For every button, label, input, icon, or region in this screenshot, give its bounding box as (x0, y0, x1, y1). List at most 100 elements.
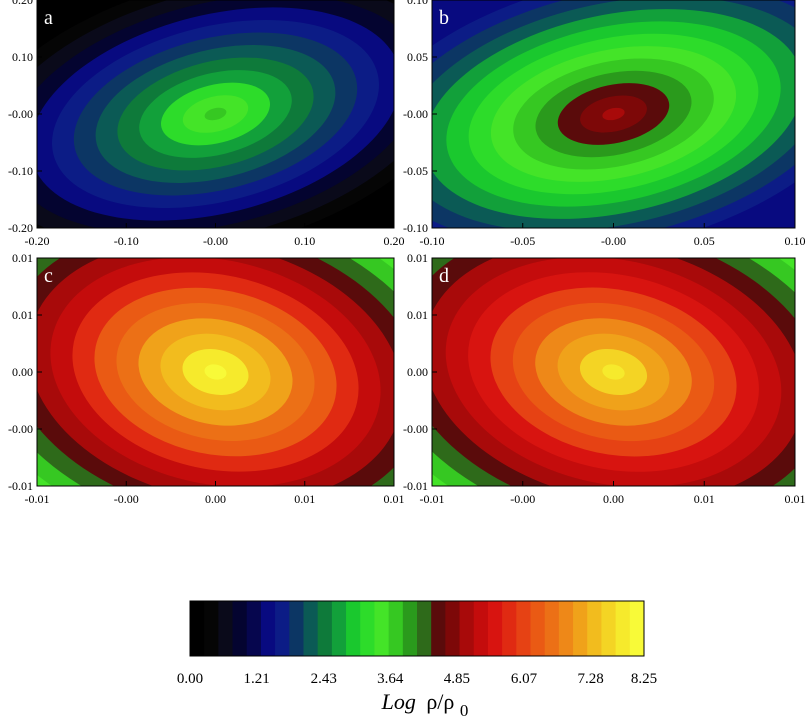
x-tick-label: -0.10 (420, 234, 445, 248)
colorbar-swatch (388, 601, 404, 656)
colorbar-swatch (573, 601, 588, 656)
colorbar-swatch (360, 601, 375, 656)
density-map (432, 0, 795, 228)
y-tick-label: -0.00 (403, 107, 428, 121)
colorbar-swatch (232, 601, 248, 656)
colorbar-label: Log ρ/ρ 0 (381, 689, 469, 720)
colorbar-swatch (190, 601, 205, 656)
panel-c: c -0.01 -0.00 0.00 0.01 0.01 0.01 0.01 0.00 -0.00… (8, 251, 405, 506)
colorbar-swatch (417, 601, 432, 656)
x-tick-label: -0.05 (510, 234, 535, 248)
colorbar-swatch (317, 601, 333, 656)
colorbar-tick-label: 7.28 (577, 671, 603, 687)
colorbar-swatch (558, 601, 574, 656)
x-tick-label: -0.00 (203, 234, 228, 248)
density-map (37, 0, 394, 228)
colorbar-swatch (431, 601, 446, 656)
contour-band (602, 364, 625, 380)
colorbar-tick-label: 4.85 (444, 671, 470, 687)
colorbar-swatch (303, 601, 319, 656)
panels: a -0.20 -0.10 -0.00 0.10 0.20 0.20 0.10 -0.00 -0.… (8, 0, 806, 506)
colorbar-swatch (459, 601, 475, 656)
y-tick-label: -0.20 (8, 221, 33, 235)
colorbar-swatch (587, 601, 602, 656)
colorbar-tick-label: 2.43 (311, 671, 337, 687)
x-tick-label: 0.01 (294, 492, 315, 506)
colorbar-tick-label: 1.21 (243, 671, 269, 687)
x-tick-label: -0.01 (25, 492, 50, 506)
colorbar: 0.00 1.21 2.43 3.64 4.85 6.07 7.28 8.25 (177, 600, 657, 687)
colorbar-tick-label: 0.00 (177, 671, 203, 687)
panel-d: d -0.01 -0.00 0.00 0.01 0.01 0.01 0.01 0.00 -0.00… (403, 251, 806, 506)
y-tick-label: 0.01 (12, 308, 33, 322)
panel-label: d (439, 265, 449, 287)
y-tick-label: -0.00 (403, 422, 428, 436)
colorbar-swatch (275, 601, 290, 656)
colorbar-swatch (402, 601, 418, 656)
y-tick-label: -0.01 (8, 479, 33, 493)
x-tick-label: 0.01 (384, 492, 405, 506)
colorbar-label-rho: ρ/ρ (426, 689, 454, 714)
panel-label: c (44, 265, 53, 287)
x-tick-label: 0.00 (205, 492, 226, 506)
colorbar-frame (189, 600, 645, 657)
contour-band (204, 107, 227, 121)
y-tick-label: -0.01 (403, 479, 428, 493)
colorbar-swatch (289, 601, 304, 656)
colorbar-swatch (544, 601, 560, 656)
x-tick-label: 0.10 (294, 234, 315, 248)
y-tick-label: 0.01 (12, 251, 33, 265)
x-tick-label: -0.00 (601, 234, 626, 248)
x-tick-label: -0.20 (25, 234, 50, 248)
y-tick-label: 0.20 (12, 0, 33, 7)
density-map (432, 258, 795, 486)
colorbar-swatch (204, 601, 219, 656)
y-tick-label: -0.05 (403, 164, 428, 178)
colorbar-swatch (246, 601, 262, 656)
colorbar-swatch (218, 601, 234, 656)
colorbar-label-sub: 0 (460, 701, 469, 720)
density-map (37, 258, 394, 486)
x-tick-label: 0.01 (694, 492, 715, 506)
colorbar-label-log: Log (381, 689, 416, 714)
x-tick-label: 0.01 (785, 492, 806, 506)
panel-label: b (439, 7, 449, 29)
y-tick-label: -0.00 (8, 422, 33, 436)
y-tick-label: 0.01 (407, 308, 428, 322)
x-tick-label: -0.01 (420, 492, 445, 506)
y-tick-label: -0.10 (403, 221, 428, 235)
panel-a: a -0.20 -0.10 -0.00 0.10 0.20 0.20 0.10 -0.00 -0.… (8, 0, 405, 248)
x-tick-label: 0.10 (785, 234, 806, 248)
contour-band (204, 364, 227, 380)
x-tick-label: 0.00 (603, 492, 624, 506)
x-tick-label: -0.10 (114, 234, 139, 248)
colorbar-swatch (346, 601, 361, 656)
colorbar-swatch (445, 601, 461, 656)
colorbar-swatch (374, 601, 390, 656)
x-tick-label: -0.00 (114, 492, 139, 506)
panel-b: b -0.10 -0.05 -0.00 0.05 0.10 0.10 0.05 -0.00 -0.… (403, 0, 806, 248)
colorbar-tick-label: 6.07 (511, 671, 538, 687)
y-tick-label: -0.10 (8, 164, 33, 178)
y-tick-label: 0.10 (407, 0, 428, 7)
colorbar-swatch (260, 601, 276, 656)
colorbar-swatch (601, 601, 617, 656)
panel-label: a (44, 7, 53, 29)
x-tick-label: 0.05 (694, 234, 715, 248)
y-tick-label: 0.10 (12, 50, 33, 64)
colorbar-swatch (473, 601, 489, 656)
colorbar-tick-label: 8.25 (631, 671, 657, 687)
colorbar-swatch (487, 601, 503, 656)
colorbar-swatch (615, 601, 631, 656)
y-tick-label: 0.01 (407, 251, 428, 265)
colorbar-tick-label: 3.64 (377, 671, 404, 687)
colorbar-swatch (516, 601, 531, 656)
x-tick-label: 0.20 (384, 234, 405, 248)
y-tick-label: 0.00 (12, 365, 33, 379)
y-tick-label: -0.00 (8, 107, 33, 121)
y-tick-label: 0.00 (407, 365, 428, 379)
x-tick-label: -0.00 (510, 492, 535, 506)
contour-band (602, 107, 625, 121)
colorbar-swatch (331, 601, 347, 656)
